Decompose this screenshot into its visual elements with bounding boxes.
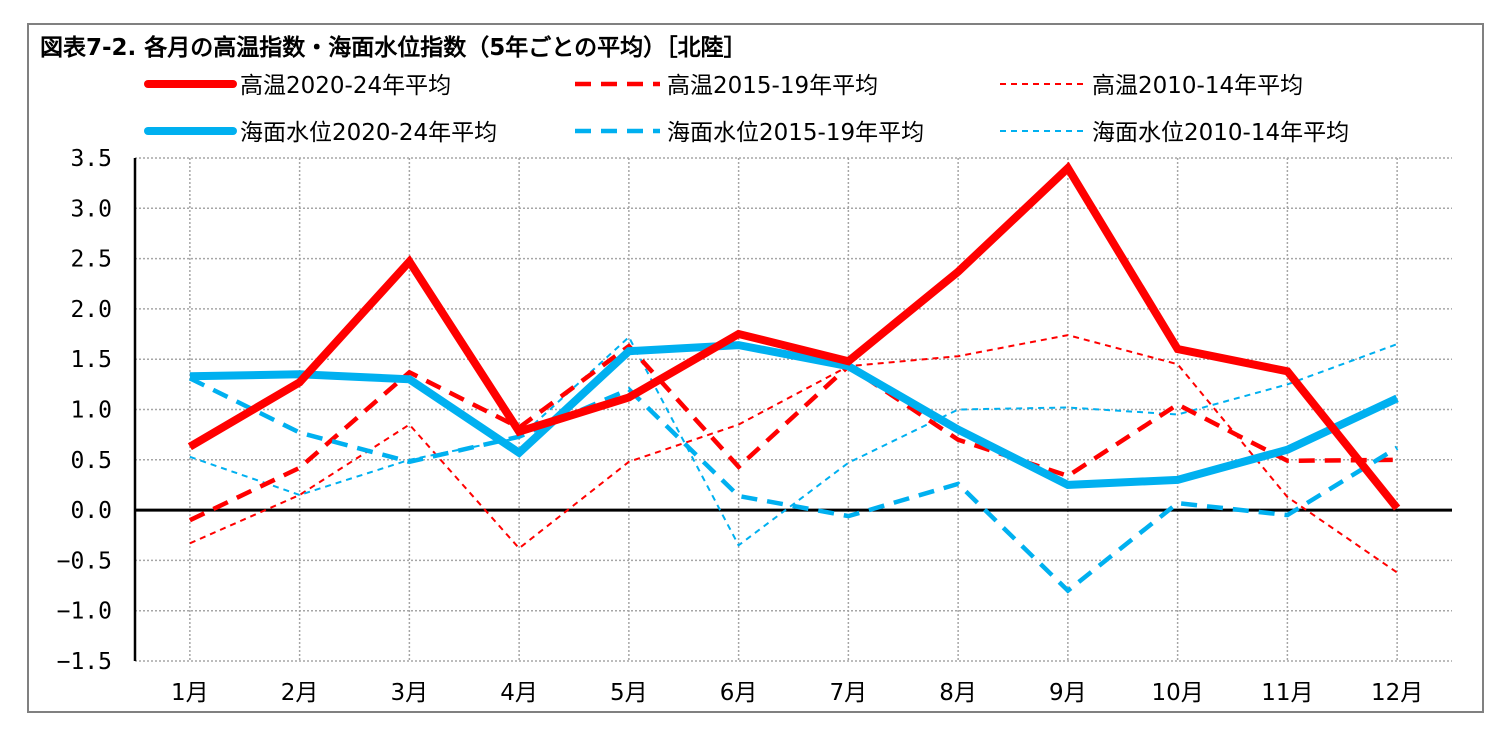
x-tick-label: 4月	[500, 680, 538, 706]
y-tick-label: 0.5	[70, 448, 112, 474]
x-tick-label: 12月	[1371, 680, 1423, 706]
x-tick-label: 8月	[939, 680, 977, 706]
series-line-4	[189, 341, 1399, 489]
legend-label: 海面水位2010-14年平均	[1092, 120, 1349, 146]
y-tick-label: 3.0	[70, 196, 112, 222]
y-tick-label: 1.5	[70, 347, 112, 373]
chart-frame	[27, 23, 1484, 713]
y-tick-label: 2.0	[70, 297, 112, 323]
chart-title: 図表7-2. 各月の高温指数・海面水位指数（5年ごとの平均）［北陸］	[40, 35, 747, 61]
y-tick-label: −1.5	[57, 649, 112, 675]
axes: 3.5 3.0 2.5 2.0 1.5 1.0 0.5 0.0 −0.5 −1.0 −1.5 1月 2月…	[57, 146, 1452, 706]
x-tick-label: 11月	[1261, 680, 1313, 706]
y-tick-label: 1.0	[70, 398, 112, 424]
legend-label: 海面水位2015-19年平均	[667, 120, 924, 146]
gridlines	[135, 157, 1452, 662]
x-tick-label: 10月	[1151, 680, 1203, 706]
x-tick-label: 1月	[171, 680, 209, 706]
legend-label: 高温2020-24年平均	[240, 73, 451, 99]
y-tick-label: −1.0	[57, 599, 112, 625]
series-line-5	[188, 376, 1399, 594]
series-line-1	[187, 161, 1401, 511]
series-line-6	[189, 335, 1398, 547]
y-tick-label: 3.5	[70, 146, 112, 172]
series-line-2	[188, 343, 1398, 523]
legend-label: 海面水位2020-24年平均	[240, 120, 497, 146]
x-tick-label: 9月	[1049, 680, 1087, 706]
x-tick-label: 6月	[720, 680, 758, 706]
series-lines	[187, 161, 1401, 594]
x-tick-label: 3月	[391, 680, 429, 706]
legend-label: 高温2010-14年平均	[1092, 73, 1303, 99]
x-tick-label: 5月	[610, 680, 648, 706]
y-tick-label: 0.0	[70, 498, 112, 524]
legend: 高温2020-24年平均 高温2015-19年平均 高温2010-14年平均海面水位…	[144, 73, 1349, 146]
legend-label: 高温2015-19年平均	[667, 73, 878, 99]
x-tick-label: 2月	[281, 680, 319, 706]
y-tick-label: −0.5	[57, 548, 112, 574]
x-tick-label: 7月	[830, 680, 868, 706]
series-line-3	[189, 334, 1398, 574]
y-tick-label: 2.5	[70, 247, 112, 273]
